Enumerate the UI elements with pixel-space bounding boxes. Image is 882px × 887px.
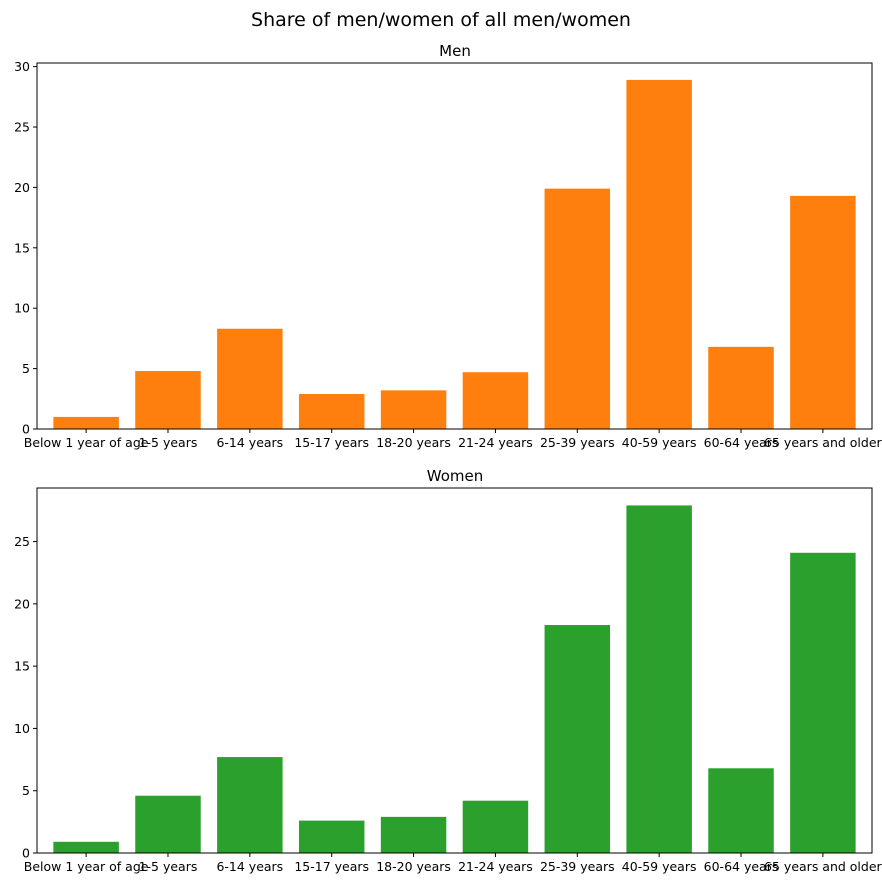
men-xtick-label-8: 60-64 years bbox=[704, 435, 779, 450]
men-bar-3 bbox=[298, 393, 365, 429]
figure-title: Share of men/women of all men/women bbox=[251, 9, 631, 31]
women-bar-0 bbox=[53, 841, 119, 853]
men-ytick-label-1: 5 bbox=[22, 361, 30, 376]
men-xtick-label-0: Below 1 year of age bbox=[24, 435, 149, 450]
men-xtick-label-1: 1-5 years bbox=[139, 435, 198, 450]
men-xtick-label-7: 40-59 years bbox=[622, 435, 697, 450]
men-bar-9 bbox=[790, 195, 856, 429]
women-xtick-label-8: 60-64 years bbox=[704, 859, 779, 874]
men-bar-4 bbox=[380, 390, 447, 429]
women-xtick-label-4: 18-20 years bbox=[376, 859, 451, 874]
men-xtick-label-3: 15-17 years bbox=[294, 435, 369, 450]
women-ytick-label-5: 25 bbox=[14, 534, 30, 549]
women-bar-7 bbox=[626, 505, 692, 853]
women-xtick-label-7: 40-59 years bbox=[622, 859, 697, 874]
men-chart-title: Men bbox=[439, 42, 471, 60]
men-xtick-label-9: 65 years and older bbox=[764, 435, 882, 450]
women-bar-8 bbox=[708, 768, 774, 853]
men-bar-7 bbox=[626, 79, 692, 429]
women-xtick-label-6: 25-39 years bbox=[540, 859, 615, 874]
men-xtick-label-4: 18-20 years bbox=[376, 435, 451, 450]
women-ytick-label-4: 20 bbox=[14, 596, 30, 611]
women-xtick-label-5: 21-24 years bbox=[458, 859, 533, 874]
men-ytick-label-5: 25 bbox=[14, 120, 30, 135]
men-bar-6 bbox=[544, 188, 611, 429]
women-xtick-label-2: 6-14 years bbox=[216, 859, 283, 874]
women-bar-1 bbox=[135, 795, 201, 853]
women-xtick-label-9: 65 years and older bbox=[764, 859, 882, 874]
men-ytick-label-3: 15 bbox=[14, 240, 30, 255]
men-ytick-label-2: 10 bbox=[14, 301, 30, 316]
women-xtick-label-3: 15-17 years bbox=[294, 859, 369, 874]
women-ytick-label-0: 0 bbox=[22, 846, 30, 861]
men-bar-2 bbox=[217, 328, 283, 429]
men-xtick-label-6: 25-39 years bbox=[540, 435, 615, 450]
women-ytick-label-3: 15 bbox=[14, 659, 30, 674]
men-ytick-label-0: 0 bbox=[22, 422, 30, 437]
men-xtick-label-2: 6-14 years bbox=[216, 435, 283, 450]
men-axes-frame bbox=[36, 62, 873, 430]
men-xtick-label-5: 21-24 years bbox=[458, 435, 533, 450]
men-ytick-label-4: 20 bbox=[14, 180, 30, 195]
women-bar-2 bbox=[217, 757, 283, 853]
women-xtick-label-1: 1-5 years bbox=[139, 859, 198, 874]
men-bar-1 bbox=[135, 371, 201, 429]
women-bar-6 bbox=[544, 625, 611, 853]
men-bar-5 bbox=[462, 372, 529, 429]
women-chart-title: Women bbox=[427, 467, 483, 485]
women-bar-5 bbox=[462, 800, 529, 853]
women-xtick-label-0: Below 1 year of age bbox=[24, 859, 149, 874]
men-ytick-label-6: 30 bbox=[14, 59, 30, 74]
women-bar-4 bbox=[380, 816, 447, 853]
women-bar-9 bbox=[790, 552, 856, 853]
women-axes-frame bbox=[36, 487, 873, 854]
women-ytick-label-2: 10 bbox=[14, 721, 30, 736]
men-bar-8 bbox=[708, 346, 774, 429]
women-ytick-label-1: 5 bbox=[22, 783, 30, 798]
women-bar-3 bbox=[298, 820, 365, 853]
men-bar-0 bbox=[53, 416, 119, 429]
